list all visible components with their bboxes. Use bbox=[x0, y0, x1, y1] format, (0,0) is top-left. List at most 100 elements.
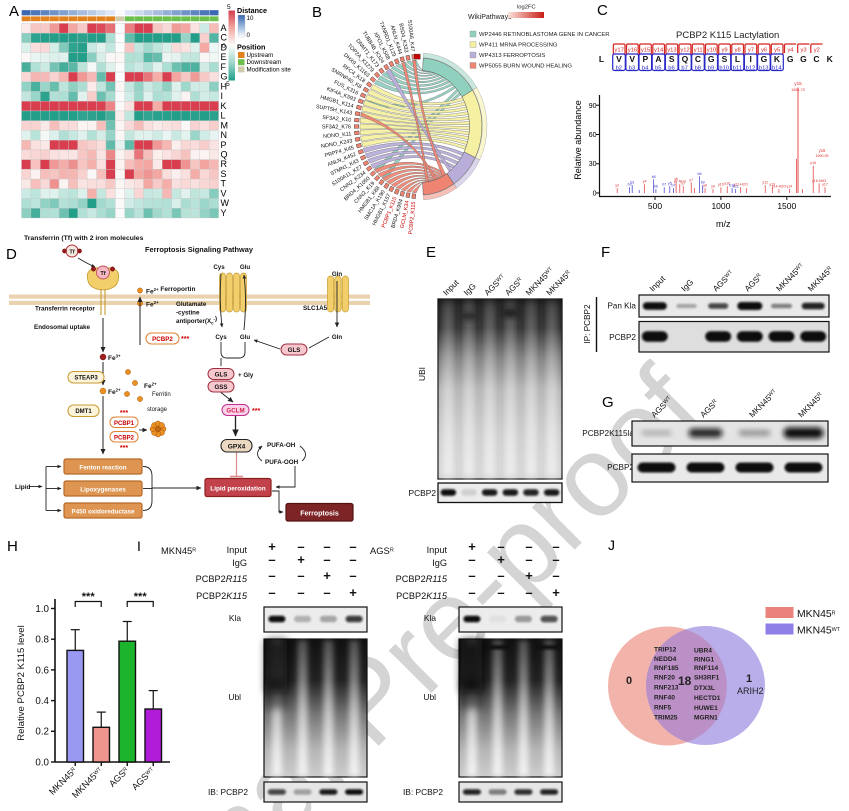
svg-text:10: 10 bbox=[247, 15, 254, 22]
svg-text:NEDD4: NEDD4 bbox=[654, 656, 677, 663]
svg-text:C: C bbox=[813, 54, 819, 64]
svg-text:Tf: Tf bbox=[69, 250, 74, 256]
svg-text:PCBP2K115: PCBP2K115 bbox=[396, 591, 448, 601]
svg-text:PCBP2: PCBP2 bbox=[114, 435, 135, 441]
svg-text:y16: y16 bbox=[819, 148, 826, 153]
svg-text:W: W bbox=[221, 198, 230, 208]
svg-text:–: – bbox=[552, 568, 559, 583]
svg-text:K: K bbox=[827, 54, 834, 64]
svg-text:WP4313 FERROPTOSIS: WP4313 FERROPTOSIS bbox=[479, 53, 545, 59]
svg-text:RNF5: RNF5 bbox=[654, 705, 672, 712]
svg-text:P: P bbox=[642, 54, 648, 64]
svg-text:Endosomal uptake: Endosomal uptake bbox=[34, 324, 90, 331]
svg-text:–: – bbox=[323, 552, 330, 567]
svg-text:–: – bbox=[525, 585, 532, 600]
svg-text:Cys: Cys bbox=[215, 334, 227, 341]
svg-text:y11: y11 bbox=[694, 48, 703, 54]
svg-text:90: 90 bbox=[589, 103, 597, 110]
svg-text:b7: b7 bbox=[681, 66, 687, 72]
svg-text:b8: b8 bbox=[695, 66, 701, 72]
svg-text:PCBP2R115: PCBP2R115 bbox=[396, 574, 448, 584]
svg-text:IB: PCBP2: IB: PCBP2 bbox=[403, 787, 443, 797]
svg-text:E: E bbox=[221, 52, 227, 62]
svg-text:A: A bbox=[221, 23, 227, 33]
svg-text:Transferrin (Tf) with 2 iron m: Transferrin (Tf) with 2 iron molecules bbox=[24, 235, 144, 242]
svg-text:IgG: IgG bbox=[432, 558, 447, 568]
svg-text:***: *** bbox=[120, 445, 128, 452]
svg-text:y4: y4 bbox=[787, 48, 794, 54]
svg-text:Fe2+ Ferroportin: Fe2+ Ferroportin bbox=[146, 286, 195, 296]
svg-text:DTX3L: DTX3L bbox=[694, 685, 715, 692]
svg-text:–: – bbox=[497, 568, 504, 583]
svg-text:HUWE1: HUWE1 bbox=[694, 705, 718, 712]
svg-text:PCBP2 K115 Lactylation: PCBP2 K115 Lactylation bbox=[676, 30, 779, 41]
svg-text:RNF40: RNF40 bbox=[654, 695, 675, 702]
svg-text:Fe2+: Fe2+ bbox=[146, 300, 159, 309]
svg-text:0.4: 0.4 bbox=[35, 696, 49, 707]
svg-text:b5: b5 bbox=[652, 175, 656, 179]
svg-text:***: *** bbox=[181, 336, 189, 343]
svg-text:0: 0 bbox=[593, 191, 597, 198]
svg-text:G: G bbox=[787, 54, 794, 64]
svg-text:HECTD1: HECTD1 bbox=[694, 695, 721, 702]
svg-text:Glutamate: Glutamate bbox=[176, 301, 207, 308]
svg-text:***: *** bbox=[82, 591, 96, 603]
svg-text:V: V bbox=[629, 54, 635, 64]
svg-text:Glu: Glu bbox=[240, 264, 251, 271]
svg-text:PCBP2: PCBP2 bbox=[152, 336, 173, 343]
svg-text:–: – bbox=[297, 539, 304, 554]
svg-text:y11-H2O: y11-H2O bbox=[734, 183, 748, 187]
svg-text:Y: Y bbox=[221, 208, 227, 218]
svg-text:–: – bbox=[468, 585, 475, 600]
svg-text:Gln: Gln bbox=[332, 271, 343, 278]
svg-text:b9: b9 bbox=[708, 66, 714, 72]
svg-text:–: – bbox=[297, 568, 304, 583]
svg-text:S100A6_K47: S100A6_K47 bbox=[406, 20, 415, 52]
svg-text:y16-NH3: y16-NH3 bbox=[812, 179, 826, 183]
svg-text:GLS: GLS bbox=[215, 372, 228, 379]
svg-text:b12: b12 bbox=[746, 66, 756, 72]
svg-text:SLC1A5: SLC1A5 bbox=[303, 305, 328, 312]
svg-text:y16: y16 bbox=[810, 161, 816, 165]
svg-text:Downstream: Downstream bbox=[247, 59, 282, 66]
svg-text:b3: b3 bbox=[628, 183, 632, 187]
svg-text:PUFA-OOH: PUFA-OOH bbox=[265, 459, 299, 466]
svg-text:–: – bbox=[468, 552, 475, 567]
svg-text:0: 0 bbox=[222, 43, 226, 50]
svg-text:30: 30 bbox=[589, 161, 597, 168]
svg-text:WP2446 RETINOBLASTOMA GENE IN: WP2446 RETINOBLASTOMA GENE IN CANCER bbox=[479, 32, 610, 38]
svg-text:y6: y6 bbox=[761, 48, 767, 54]
svg-text:y5: y5 bbox=[774, 48, 780, 54]
svg-text:MKN45R: MKN45R bbox=[161, 545, 196, 556]
svg-text:–: – bbox=[497, 539, 504, 554]
svg-text:Fe2+: Fe2+ bbox=[108, 388, 121, 397]
svg-text:y13: y13 bbox=[769, 183, 775, 187]
svg-text:y9: y9 bbox=[722, 48, 728, 54]
svg-text:–: – bbox=[468, 568, 475, 583]
svg-text:RNF185: RNF185 bbox=[654, 665, 679, 672]
svg-text:Modification site: Modification site bbox=[247, 66, 292, 73]
svg-text:1: 1 bbox=[746, 673, 752, 685]
svg-text:Relative PCBP2 K115 level: Relative PCBP2 K115 level bbox=[16, 625, 27, 741]
svg-text:BSD4_K333: BSD4_K333 bbox=[397, 23, 409, 53]
svg-text:0: 0 bbox=[247, 32, 251, 39]
svg-text:y5: y5 bbox=[668, 182, 672, 186]
svg-text:IP: PCBP2: IP: PCBP2 bbox=[583, 304, 592, 344]
svg-text:storage: storage bbox=[147, 407, 168, 413]
svg-text:Ferroptosis: Ferroptosis bbox=[300, 511, 339, 518]
svg-text:y6: y6 bbox=[674, 177, 678, 181]
svg-text:ARIH2: ARIH2 bbox=[737, 686, 764, 696]
svg-text:P450 oxidoreductase: P450 oxidoreductase bbox=[72, 509, 135, 516]
svg-text:b3: b3 bbox=[629, 66, 635, 72]
svg-text:y7: y7 bbox=[689, 178, 693, 182]
svg-text:SF3A2_K10: SF3A2_K10 bbox=[322, 115, 352, 124]
svg-text:y2: y2 bbox=[615, 184, 619, 188]
svg-text:y2: y2 bbox=[814, 48, 820, 54]
svg-text:Ubl: Ubl bbox=[228, 692, 241, 702]
svg-text:-5: -5 bbox=[224, 81, 230, 88]
svg-text:b8: b8 bbox=[698, 172, 702, 176]
svg-text:G: G bbox=[800, 54, 807, 64]
svg-text:b10: b10 bbox=[719, 66, 729, 72]
svg-text:RNF20: RNF20 bbox=[654, 675, 675, 682]
svg-text:NONO_K11: NONO_K11 bbox=[323, 131, 352, 140]
